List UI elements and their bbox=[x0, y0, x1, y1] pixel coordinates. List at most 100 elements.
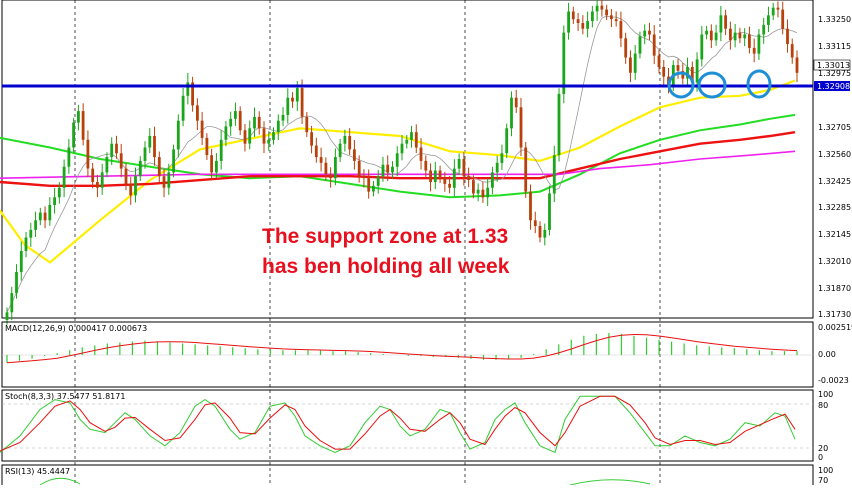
current-price-box bbox=[813, 59, 851, 71]
candle-body bbox=[210, 155, 213, 173]
macd-signal-line bbox=[6, 333, 798, 364]
candle-body bbox=[557, 93, 561, 156]
candle-body bbox=[543, 229, 547, 238]
candle-body bbox=[115, 143, 118, 154]
candle-body bbox=[24, 237, 28, 251]
candle-body bbox=[38, 212, 42, 221]
candle-body bbox=[519, 107, 523, 148]
candle-body bbox=[462, 159, 466, 177]
candle-body bbox=[57, 187, 61, 198]
price-tick: 1.32010 bbox=[818, 257, 851, 266]
support-circle-2 bbox=[697, 71, 727, 99]
candle-body bbox=[529, 191, 532, 221]
price-tick: 1.31730 bbox=[818, 310, 851, 319]
candle-body bbox=[514, 97, 518, 108]
candle-body bbox=[443, 178, 447, 184]
candle-body bbox=[10, 293, 14, 313]
candle-body bbox=[272, 132, 275, 140]
candle-body bbox=[267, 139, 271, 144]
candle-body bbox=[181, 95, 185, 121]
rsi-tick: 100 bbox=[818, 466, 833, 475]
candle-body bbox=[129, 183, 133, 196]
candle-body bbox=[257, 116, 261, 129]
candle-body bbox=[586, 21, 589, 29]
candle-body bbox=[510, 97, 513, 129]
candle-body bbox=[610, 15, 613, 20]
candle-body bbox=[752, 47, 756, 54]
candle-body bbox=[124, 168, 128, 184]
candle-body bbox=[495, 162, 499, 173]
candle-body bbox=[605, 9, 608, 16]
candle-body bbox=[481, 189, 485, 198]
candle-body bbox=[457, 159, 461, 169]
candle-body bbox=[657, 55, 661, 68]
candle-body bbox=[762, 24, 766, 35]
candle-body bbox=[648, 30, 651, 35]
stoch-label: Stoch(8,3,3) 37.5477 51.8171 bbox=[5, 392, 125, 401]
candle-body bbox=[48, 205, 52, 221]
candle-body bbox=[134, 176, 137, 196]
candle-body bbox=[700, 34, 704, 60]
candle-body bbox=[319, 157, 323, 163]
candle-body bbox=[362, 176, 366, 179]
candle-body bbox=[91, 168, 95, 182]
annotation-line-2: has ben holding all week bbox=[262, 255, 510, 278]
macd-tick: 0.00 bbox=[818, 350, 836, 359]
candle-body bbox=[776, 7, 780, 10]
candle-body bbox=[29, 229, 33, 238]
candle-body bbox=[357, 160, 361, 177]
candle-body bbox=[467, 176, 470, 180]
candle-body bbox=[419, 147, 423, 161]
price-tick: 1.32145 bbox=[818, 230, 851, 239]
candle-body bbox=[795, 57, 799, 73]
candle-body bbox=[638, 36, 642, 54]
candle-body bbox=[781, 9, 785, 29]
candle-body bbox=[757, 34, 761, 54]
candle-body bbox=[53, 197, 56, 205]
candle-body bbox=[662, 67, 666, 77]
candle-body bbox=[310, 132, 313, 146]
candle-body bbox=[234, 111, 237, 119]
stoch-main-line bbox=[0, 395, 796, 454]
support-circle-3 bbox=[746, 69, 772, 99]
candle-body bbox=[386, 164, 390, 173]
candle-body bbox=[314, 145, 318, 158]
candle-body bbox=[524, 147, 528, 192]
support-circle-1 bbox=[667, 71, 695, 99]
candle-body bbox=[62, 166, 66, 188]
candle-body bbox=[505, 128, 509, 154]
candle-body bbox=[686, 67, 689, 79]
candle-body bbox=[238, 111, 242, 131]
candle-body bbox=[148, 136, 152, 148]
candle-body bbox=[548, 193, 551, 230]
candle-body bbox=[400, 143, 404, 154]
candle-body bbox=[429, 170, 432, 182]
candle-body bbox=[176, 120, 180, 150]
candle-body bbox=[348, 136, 352, 150]
candle-body bbox=[153, 136, 156, 158]
candle-body bbox=[172, 149, 175, 173]
support-price-box bbox=[814, 81, 850, 91]
support-price-label: 1.32908 bbox=[817, 82, 850, 91]
candle-body bbox=[391, 166, 394, 173]
candle-body bbox=[353, 149, 356, 161]
rsi-tick: 70 bbox=[818, 476, 828, 485]
candle-body bbox=[786, 28, 789, 44]
price-tick: 1.32285 bbox=[818, 203, 851, 212]
candle-body bbox=[500, 153, 504, 163]
candle-body bbox=[334, 157, 337, 179]
candle-body bbox=[224, 126, 228, 140]
candle-body bbox=[452, 168, 456, 188]
candle-body bbox=[186, 82, 190, 96]
ma-line-magenta bbox=[0, 150, 796, 179]
candle-body bbox=[138, 160, 142, 177]
macd-label: MACD(12,26,9) 0.000417 0.000673 bbox=[5, 324, 147, 333]
candle-body bbox=[729, 28, 732, 41]
candle-body bbox=[105, 157, 109, 173]
candle-body bbox=[81, 111, 85, 140]
candle-body bbox=[724, 15, 727, 29]
candle-body bbox=[571, 11, 575, 20]
candle-body bbox=[243, 130, 247, 144]
